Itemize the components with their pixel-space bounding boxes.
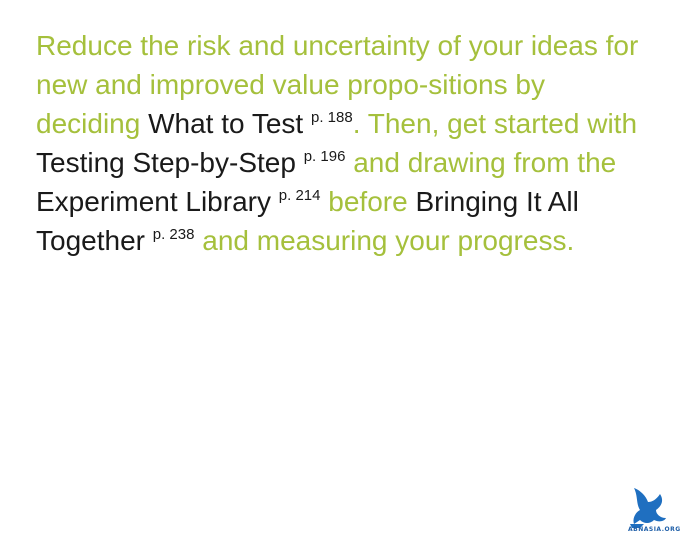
logo-icon [630,488,666,528]
body-text: and drawing from the [345,147,617,178]
logo-text: ABNASIA.ORG [628,526,681,533]
section-title: Bringing It All Together [36,186,579,256]
body-text: Reduce the risk and uncertainty of your … [36,30,639,139]
body-text: . Then, get started with [352,108,638,139]
section-title: Experiment Library [36,186,271,217]
page-reference: p. 214 [278,187,321,204]
section-title: What to Test [148,108,304,139]
body-text: and measuring your progress. [194,225,575,256]
page-reference: p. 188 [310,109,353,126]
body-text: before [320,186,416,217]
page-reference: p. 196 [303,148,346,165]
page-reference: p. 238 [152,226,195,243]
section-title: Testing Step-by-Step [36,147,296,178]
body-paragraph: Reduce the risk and uncertainty of your … [36,26,646,260]
